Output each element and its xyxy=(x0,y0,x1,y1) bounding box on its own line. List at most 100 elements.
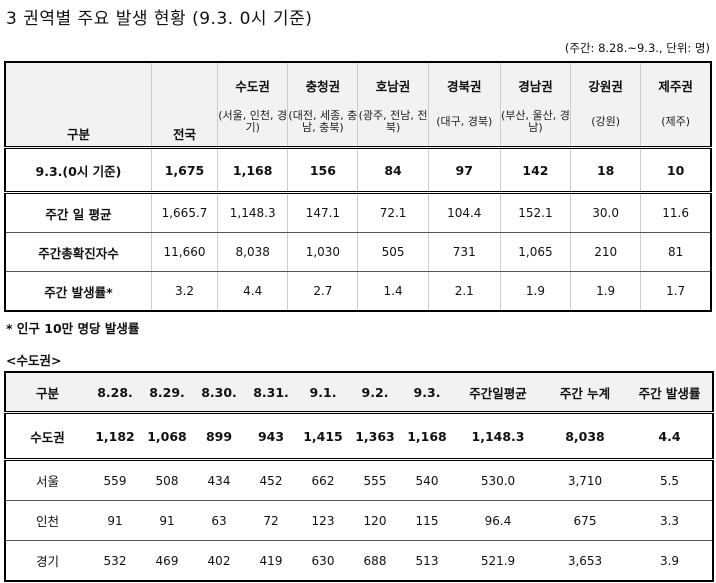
corner-header: 구분 xyxy=(5,62,152,149)
column-header: 주간 누계 xyxy=(543,372,627,414)
table-row: 주간 발생률* 3.2 4.4 2.7 1.4 2.1 1.9 1.9 1.7 xyxy=(5,271,711,311)
column-header: 8.31. xyxy=(245,372,297,414)
table-cell: 123 xyxy=(297,500,349,541)
column-header: 주간일평균 xyxy=(453,372,543,414)
table-cell: 1.4 xyxy=(357,271,429,311)
footnote: * 인구 10만 명당 발생률 xyxy=(6,321,140,336)
table-cell: 18 xyxy=(570,147,641,194)
table-cell: 1,148.3 xyxy=(217,192,288,233)
region-subheader: (서울, 인천, 경기) xyxy=(217,98,288,149)
table-cell: 96.4 xyxy=(453,500,543,541)
table-cell: 675 xyxy=(543,500,627,541)
column-header: 9.1. xyxy=(297,372,349,414)
table-cell: 3.3 xyxy=(627,500,713,541)
table-cell: 156 xyxy=(287,147,358,194)
region-header: 충청권 xyxy=(287,62,358,98)
table-cell: 662 xyxy=(297,459,349,501)
table-cell: 731 xyxy=(427,232,501,272)
table-cell: 3,653 xyxy=(567,553,603,568)
column-header: 9.2. xyxy=(349,372,401,414)
table-cell: 4.4 xyxy=(627,412,713,461)
region-header: 경남권 xyxy=(499,62,571,98)
table-cell: 147.1 xyxy=(287,192,358,233)
table-cell: 555 xyxy=(349,459,401,501)
row-label: 인천 xyxy=(5,500,89,541)
region-subheader: (대전, 세종, 충남, 충북) xyxy=(287,98,358,149)
region-subheader: (제주) xyxy=(640,98,711,149)
row-label: 주간총확진자수 xyxy=(5,232,152,272)
region-header: 제주권 xyxy=(640,62,711,98)
region-header: 호남권 xyxy=(357,62,429,98)
table-cell: 2.7 xyxy=(287,271,358,311)
table-cell: 72 xyxy=(245,500,297,541)
region-subheader: (강원) xyxy=(570,98,641,149)
table-cell: 1,363 xyxy=(349,412,401,461)
table-row: 9.3.(0시 기준) 1,675 1,168 156 84 97 142 18… xyxy=(5,147,711,194)
row-label: 주간 일 평균 xyxy=(5,192,152,233)
table-cell: 11.6 xyxy=(640,192,711,233)
table-cell: 1,068 xyxy=(141,412,193,461)
table-cell: 630 xyxy=(311,553,335,568)
region-header: 수도권 xyxy=(217,62,288,98)
table-cell: 1,665.7 xyxy=(150,192,218,233)
unit-note: (주간: 8.28.~9.3., 단위: 명) xyxy=(564,41,710,55)
row-label: 9.3.(0시 기준) xyxy=(5,147,152,194)
table-cell: 8,038 xyxy=(543,412,627,461)
table-cell: 142 xyxy=(499,147,571,194)
table-cell: 419 xyxy=(259,553,283,568)
table-cell: 120 xyxy=(349,500,401,541)
table-cell: 434 xyxy=(193,459,245,501)
table-cell: 1,168 xyxy=(217,147,288,194)
table-cell: 469 xyxy=(155,553,179,568)
table-cell: 4.4 xyxy=(217,271,288,311)
table-cell: 11,660 xyxy=(150,232,218,272)
column-header: 구분 xyxy=(5,372,89,414)
table-cell: 115 xyxy=(401,500,453,541)
table-subheader-row: (서울, 인천, 경기) (대전, 세종, 충남, 충북) (광주, 전남, 전… xyxy=(5,98,711,149)
table-row: 서울 559 508 434 452 662 555 540 530.0 3,7… xyxy=(5,459,713,501)
table-cell: 521.9 xyxy=(480,553,516,568)
table-cell: 1,675 xyxy=(150,147,218,194)
table-cell: 104.4 xyxy=(427,192,501,233)
table-cell: 1,148.3 xyxy=(453,412,543,461)
column-header: 8.30. xyxy=(193,372,245,414)
table-cell: 10 xyxy=(640,147,711,194)
table-cell: 3.2 xyxy=(150,271,218,311)
table-header-row: 구분 8.28. 8.29. 8.30. 8.31. 9.1. 9.2. 9.3… xyxy=(5,372,713,414)
row-label: 수도권 xyxy=(5,412,89,461)
table-cell: 402 xyxy=(207,553,231,568)
region-subheader: (대구, 경북) xyxy=(427,98,501,149)
region-header: 경북권 xyxy=(427,62,501,98)
table-cell: 63 xyxy=(193,500,245,541)
national-header: 전국 xyxy=(150,62,218,149)
table-cell: 505 xyxy=(357,232,429,272)
column-header: 8.28. xyxy=(89,372,141,414)
table-cell: 81 xyxy=(640,232,711,272)
page-title: 3 권역별 주요 발생 현황 (9.3. 0시 기준) xyxy=(6,9,313,29)
column-header: 9.3. xyxy=(401,372,453,414)
table-cell: 152.1 xyxy=(499,192,571,233)
table-cell: 688 xyxy=(363,553,387,568)
table-cell: 943 xyxy=(245,412,297,461)
table-cell: 508 xyxy=(141,459,193,501)
table-cell: 2.1 xyxy=(427,271,501,311)
table-cell: 899 xyxy=(193,412,245,461)
table-cell: 1,415 xyxy=(297,412,349,461)
region-subheader: (부산, 울산, 경남) xyxy=(499,98,571,149)
table-cell: 540 xyxy=(401,459,453,501)
table-cell: 91 xyxy=(89,500,141,541)
table-cell: 8,038 xyxy=(217,232,288,272)
table-cell: 1.7 xyxy=(640,271,711,311)
table-cell: 1,182 xyxy=(89,412,141,461)
table-row: 수도권 1,182 1,068 899 943 1,415 1,363 1,16… xyxy=(5,412,713,461)
table-cell: 72.1 xyxy=(357,192,429,233)
table-row: 인천 91 91 63 72 123 120 115 96.4 675 3.3 xyxy=(5,500,713,541)
table-cell: 91 xyxy=(141,500,193,541)
table-cell: 5.5 xyxy=(627,459,713,501)
table-cell: 210 xyxy=(570,232,641,272)
table-row: 주간총확진자수 11,660 8,038 1,030 505 731 1,065… xyxy=(5,232,711,272)
table-cell: 3.9 xyxy=(659,553,680,568)
table-header-row: 구분 전국 수도권 충청권 호남권 경북권 경남권 강원권 제주권 xyxy=(5,62,711,149)
region-subheader: (광주, 전남, 전북) xyxy=(357,98,429,149)
table-row: 주간 일 평균 1,665.7 1,148.3 147.1 72.1 104.4… xyxy=(5,192,711,233)
